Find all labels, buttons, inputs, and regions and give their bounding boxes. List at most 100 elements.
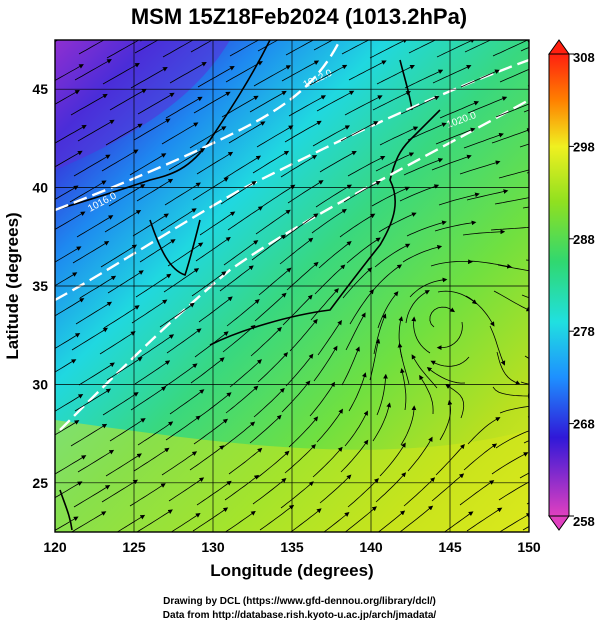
streamline [284, 444, 316, 474]
streamline [226, 299, 260, 327]
streamline [280, 481, 314, 509]
streamline [431, 473, 465, 502]
streamline [132, 213, 169, 237]
streamline [465, 295, 495, 327]
streamline [55, 455, 87, 475]
streamline [494, 197, 529, 205]
streamline [491, 452, 529, 475]
streamline [221, 95, 259, 118]
streamline [129, 153, 167, 176]
streamline [258, 267, 292, 296]
streamline [493, 290, 529, 312]
streamline [397, 342, 410, 385]
streamline [102, 63, 140, 85]
streamline [283, 213, 319, 239]
streamline [346, 237, 381, 264]
streamline [55, 394, 84, 412]
streamline [102, 392, 139, 416]
streamline [169, 389, 205, 415]
streamline [519, 472, 529, 479]
colorbar-tick-label: 268 [573, 417, 595, 432]
streamline [161, 451, 198, 476]
streamline [519, 143, 529, 148]
streamline [222, 324, 256, 353]
streamline [161, 122, 199, 145]
streamline [400, 95, 440, 115]
streamline [165, 96, 203, 119]
isobar-1016 [55, 58, 529, 302]
streamline [411, 316, 431, 354]
x-axis: 120 125 130 135 140 145 150 [43, 539, 541, 555]
streamline [76, 215, 114, 238]
streamline [100, 244, 138, 268]
streamline [319, 474, 352, 504]
streamline [194, 331, 229, 358]
y-axis-label: Latitude (degrees) [3, 212, 22, 359]
streamline [55, 359, 77, 373]
streamline [116, 514, 146, 532]
streamline [464, 40, 492, 53]
isobars [55, 40, 529, 431]
streamline [466, 507, 503, 532]
streamline [496, 351, 521, 385]
streamline [498, 169, 529, 179]
streamline [225, 385, 259, 414]
streamline [55, 420, 80, 436]
streamline [371, 186, 410, 207]
streamline [229, 40, 260, 57]
streamline [310, 288, 339, 321]
colorbar-top-triangle [548, 39, 570, 55]
streamline [345, 312, 366, 351]
x-tick-label: 120 [43, 539, 67, 555]
streamline [75, 301, 113, 325]
streamline [432, 65, 472, 84]
streamline [192, 177, 229, 201]
streamline [103, 305, 140, 329]
streamline [344, 506, 377, 532]
streamline [55, 298, 85, 317]
streamline [257, 40, 279, 52]
streamline [436, 321, 463, 350]
colorbar-ticks: 258 268 278 288 298 308 [569, 50, 595, 529]
streamline [370, 264, 403, 294]
lat-lon-grid [55, 40, 529, 532]
streamline [339, 213, 376, 238]
streamline [136, 178, 174, 202]
streamline [70, 93, 108, 116]
streamline [138, 334, 175, 359]
streamline [159, 302, 195, 328]
streamline [195, 236, 231, 262]
streamline [375, 152, 415, 172]
streamline [251, 234, 286, 261]
streamline [55, 333, 81, 349]
streamline [192, 507, 229, 532]
streamline [196, 151, 234, 175]
streamline [55, 211, 86, 230]
streamline [139, 239, 176, 263]
streamline [77, 449, 115, 473]
streamline [403, 477, 436, 507]
streamline [101, 479, 139, 503]
streamline [459, 480, 495, 506]
streamline [198, 296, 233, 323]
streamline [492, 40, 529, 57]
streamline [79, 275, 117, 299]
streamline [219, 265, 254, 292]
streamline [133, 447, 170, 472]
streamline [220, 180, 257, 205]
streamline [430, 259, 473, 267]
streamline [379, 442, 406, 477]
streamline [77, 119, 115, 142]
streamline [197, 392, 232, 419]
streamline [438, 192, 480, 206]
streamline [253, 65, 292, 87]
streamline [193, 418, 228, 445]
streamline [108, 184, 146, 207]
streamline [290, 508, 322, 532]
colorbar-bottom-triangle [548, 515, 570, 531]
x-tick-label: 130 [201, 539, 225, 555]
streamline [408, 40, 437, 54]
streamline [377, 510, 406, 532]
streamline [462, 229, 506, 236]
